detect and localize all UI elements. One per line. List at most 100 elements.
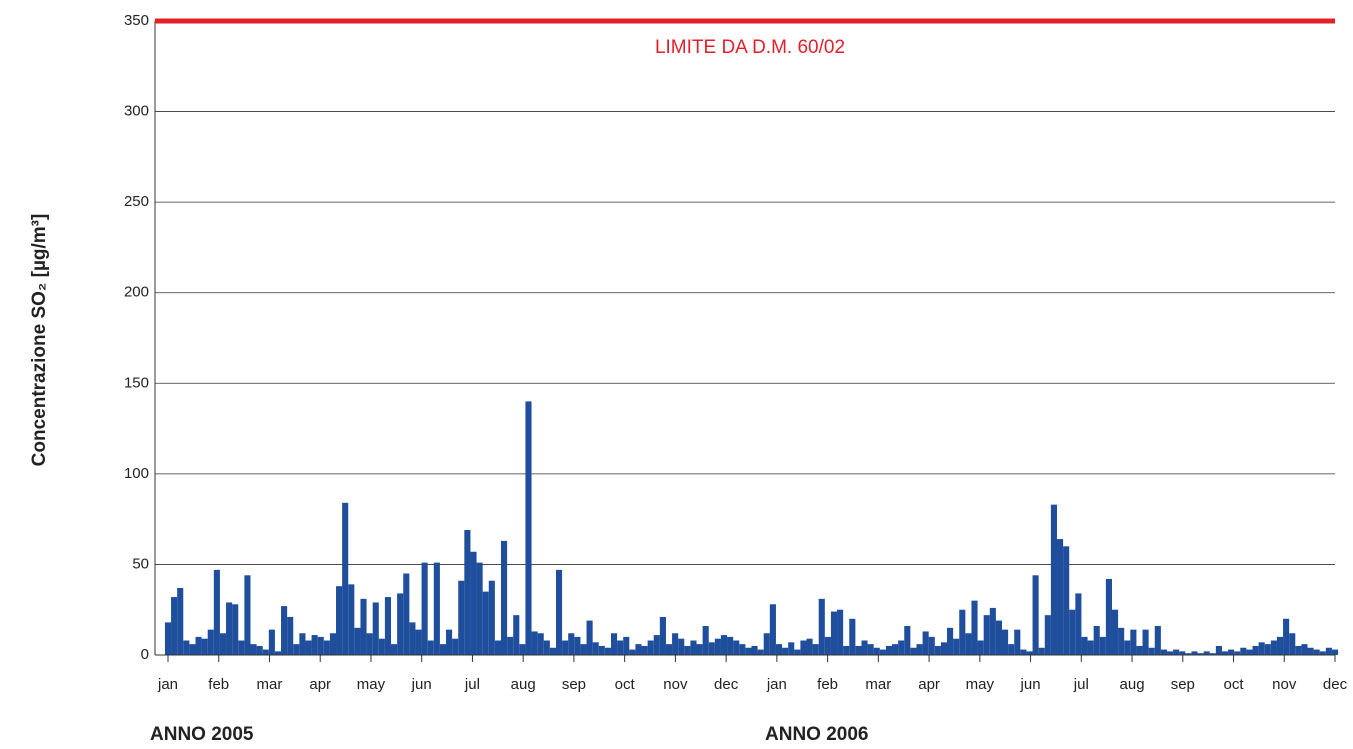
bar — [843, 645, 850, 655]
bar — [855, 645, 862, 655]
bar — [342, 502, 349, 655]
bar — [849, 618, 856, 655]
bar — [892, 644, 899, 655]
x-tick-label: dec — [714, 676, 739, 693]
bar — [177, 587, 184, 655]
x-tick-label: may — [357, 676, 386, 693]
bar — [378, 638, 385, 655]
bar — [672, 633, 679, 655]
bar — [598, 645, 605, 655]
bar — [384, 597, 392, 655]
bar — [415, 629, 422, 655]
bar — [513, 615, 520, 655]
bar — [421, 562, 428, 655]
annotation: ANNO 2006 — [765, 724, 869, 745]
bar — [568, 633, 575, 655]
bar — [1234, 651, 1241, 655]
bar — [769, 604, 776, 655]
bar — [360, 598, 367, 655]
bar — [714, 638, 721, 655]
bar — [1063, 546, 1070, 655]
bar — [287, 616, 294, 655]
x-tick-label: oct — [1224, 676, 1245, 693]
bar — [189, 644, 196, 655]
bar — [580, 644, 587, 655]
bar — [482, 591, 489, 655]
bar — [1142, 629, 1149, 655]
bar — [1252, 645, 1259, 655]
bar — [665, 644, 673, 655]
bar — [1276, 636, 1284, 655]
bar — [1301, 644, 1308, 655]
bar — [1148, 647, 1155, 655]
bar — [830, 611, 838, 655]
bar — [525, 401, 532, 655]
bar — [1002, 629, 1009, 655]
bar — [745, 647, 752, 655]
bar — [1056, 539, 1064, 655]
bar — [989, 607, 996, 655]
bar — [592, 642, 599, 655]
bar — [684, 645, 691, 655]
bar — [549, 647, 556, 655]
bar — [1325, 647, 1332, 655]
bar — [940, 642, 948, 655]
annotation: ANNO 2005 — [150, 724, 254, 745]
bar — [751, 645, 758, 655]
bar — [794, 649, 801, 655]
bar — [1032, 575, 1039, 655]
bar — [922, 631, 929, 655]
bar — [183, 640, 190, 655]
bar — [763, 633, 770, 655]
bar — [1331, 649, 1339, 655]
x-tick-label: feb — [208, 676, 229, 693]
bar — [635, 644, 642, 655]
bar — [232, 604, 239, 655]
bar — [403, 573, 410, 655]
bar — [1087, 640, 1094, 655]
bar — [928, 636, 935, 655]
x-tick-label: nov — [663, 676, 688, 693]
bar — [1270, 640, 1277, 655]
x-tick-label: dec — [1323, 676, 1348, 693]
x-tick-label: jul — [1073, 676, 1089, 693]
y-tick-label: 250 — [124, 193, 149, 210]
bar — [1191, 651, 1198, 655]
x-tick-label: nov — [1272, 676, 1297, 693]
bar — [1075, 593, 1082, 655]
x-tick-label: feb — [817, 676, 838, 693]
bar — [782, 647, 789, 655]
bar — [391, 644, 398, 655]
bar — [354, 627, 361, 655]
bar — [702, 626, 709, 655]
bar — [867, 644, 874, 655]
bar — [336, 586, 343, 655]
bar — [311, 635, 318, 655]
bar — [207, 629, 214, 655]
bar — [323, 640, 330, 655]
bar — [1099, 636, 1106, 655]
bar — [537, 633, 544, 655]
bar — [1160, 649, 1167, 655]
x-tick-label: aug — [511, 676, 536, 693]
bar — [641, 645, 648, 655]
bar — [1166, 651, 1174, 655]
bar — [1289, 633, 1296, 655]
bar — [788, 642, 795, 655]
bar — [1154, 626, 1161, 655]
x-tick-label: oct — [615, 676, 636, 693]
bar — [1240, 647, 1247, 655]
bar — [1283, 618, 1290, 655]
bar — [219, 633, 227, 655]
bar — [1044, 615, 1051, 655]
bar — [274, 651, 282, 655]
bar — [1295, 645, 1302, 655]
bar — [604, 647, 611, 655]
bar — [293, 644, 300, 655]
y-tick-label: 300 — [124, 103, 149, 120]
bar — [494, 640, 501, 655]
bar — [800, 640, 807, 655]
bar — [458, 580, 465, 655]
bar — [244, 575, 251, 655]
